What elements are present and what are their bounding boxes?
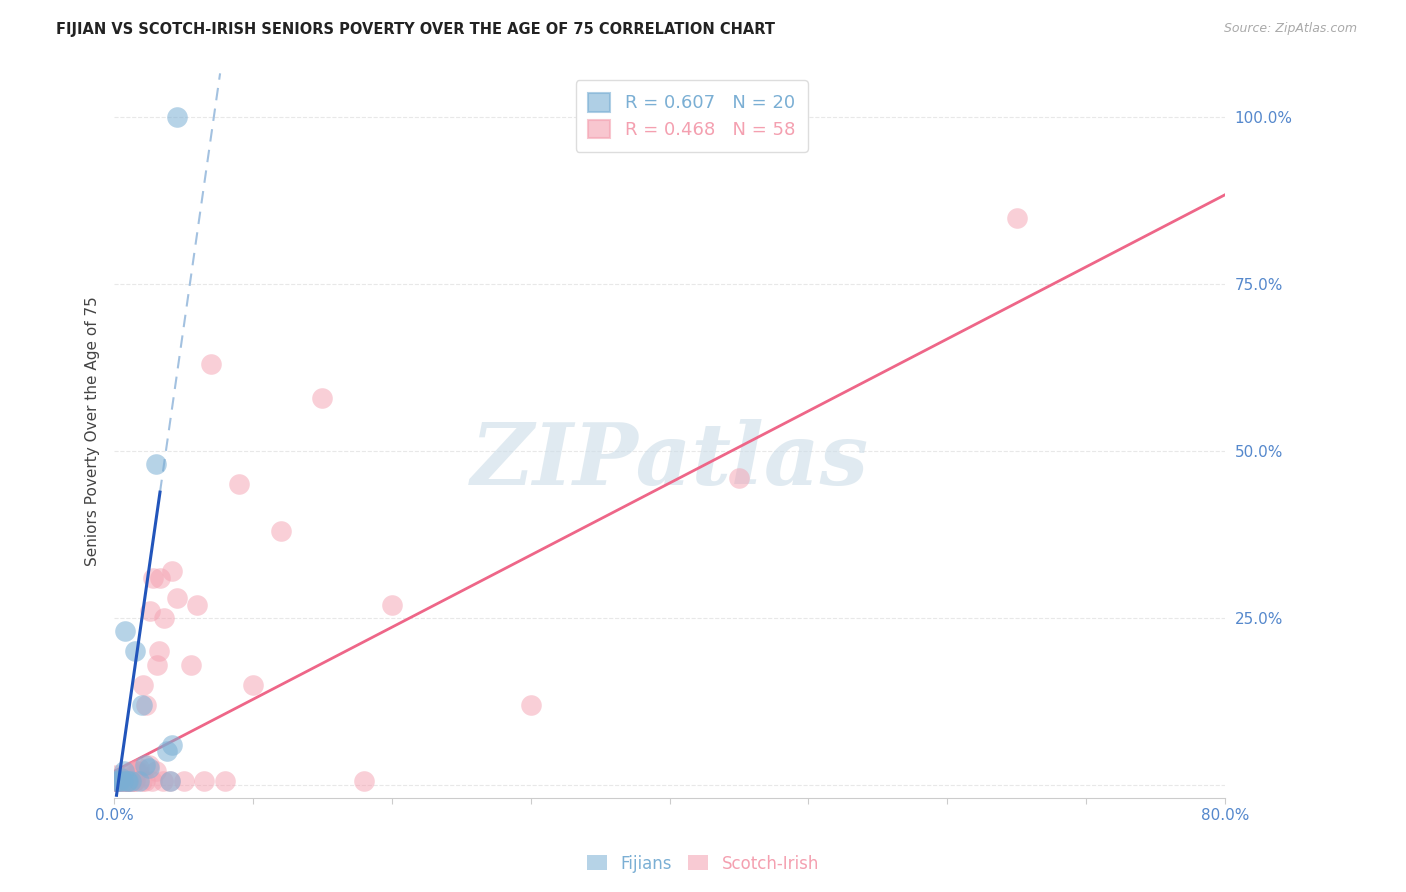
Point	[104, 774, 127, 789]
Legend: Fijians, Scotch-Irish: Fijians, Scotch-Irish	[581, 848, 825, 880]
Point	[146, 657, 169, 672]
Point	[112, 764, 135, 779]
Point	[110, 771, 132, 785]
Point	[145, 458, 167, 472]
Point	[353, 774, 375, 789]
Point	[153, 611, 176, 625]
Point	[166, 591, 188, 605]
Point	[142, 571, 165, 585]
Point	[117, 774, 139, 789]
Point	[270, 524, 292, 538]
Point	[135, 698, 157, 712]
Point	[104, 774, 127, 789]
Point	[180, 657, 202, 672]
Point	[115, 774, 138, 789]
Point	[139, 604, 162, 618]
Point	[121, 774, 143, 789]
Point	[131, 774, 153, 789]
Point	[118, 774, 141, 789]
Point	[381, 598, 404, 612]
Point	[159, 774, 181, 789]
Point	[138, 757, 160, 772]
Point	[156, 744, 179, 758]
Point	[138, 761, 160, 775]
Point	[107, 774, 129, 789]
Text: Source: ZipAtlas.com: Source: ZipAtlas.com	[1223, 22, 1357, 36]
Point	[193, 774, 215, 789]
Point	[104, 774, 127, 789]
Point	[214, 774, 236, 789]
Point	[117, 774, 139, 789]
Point	[110, 774, 132, 789]
Point	[128, 774, 150, 789]
Point	[228, 477, 250, 491]
Point	[152, 774, 174, 789]
Point	[519, 698, 541, 712]
Point	[104, 768, 127, 782]
Point	[1005, 211, 1028, 225]
Point	[148, 644, 170, 658]
Point	[162, 564, 184, 578]
Point	[134, 774, 156, 789]
Point	[173, 774, 195, 789]
Point	[104, 774, 127, 789]
Point	[117, 768, 139, 782]
Point	[145, 764, 167, 779]
Point	[242, 678, 264, 692]
Point	[114, 624, 136, 639]
Point	[311, 391, 333, 405]
Point	[159, 774, 181, 789]
Point	[162, 738, 184, 752]
Point	[122, 774, 145, 789]
Point	[104, 774, 127, 789]
Point	[124, 774, 146, 789]
Point	[112, 774, 135, 789]
Point	[117, 774, 139, 789]
Point	[111, 774, 134, 789]
Point	[111, 774, 134, 789]
Point	[115, 774, 138, 789]
Point	[127, 764, 149, 779]
Point	[114, 771, 136, 785]
Point	[107, 774, 129, 789]
Point	[200, 357, 222, 371]
Text: ZIPatlas: ZIPatlas	[471, 418, 869, 502]
Point	[141, 774, 163, 789]
Legend: R = 0.607   N = 20, R = 0.468   N = 58: R = 0.607 N = 20, R = 0.468 N = 58	[576, 80, 807, 152]
Point	[105, 774, 128, 789]
Point	[166, 111, 188, 125]
Point	[120, 764, 142, 779]
Point	[128, 761, 150, 775]
Point	[108, 774, 131, 789]
Point	[134, 757, 156, 772]
Point	[131, 698, 153, 712]
Point	[186, 598, 208, 612]
Point	[114, 774, 136, 789]
Point	[108, 774, 131, 789]
Point	[125, 764, 148, 779]
Point	[124, 644, 146, 658]
Y-axis label: Seniors Poverty Over the Age of 75: Seniors Poverty Over the Age of 75	[86, 296, 100, 566]
Point	[728, 471, 751, 485]
Text: FIJIAN VS SCOTCH-IRISH SENIORS POVERTY OVER THE AGE OF 75 CORRELATION CHART: FIJIAN VS SCOTCH-IRISH SENIORS POVERTY O…	[56, 22, 775, 37]
Point	[149, 571, 172, 585]
Point	[120, 774, 142, 789]
Point	[110, 771, 132, 785]
Point	[132, 678, 155, 692]
